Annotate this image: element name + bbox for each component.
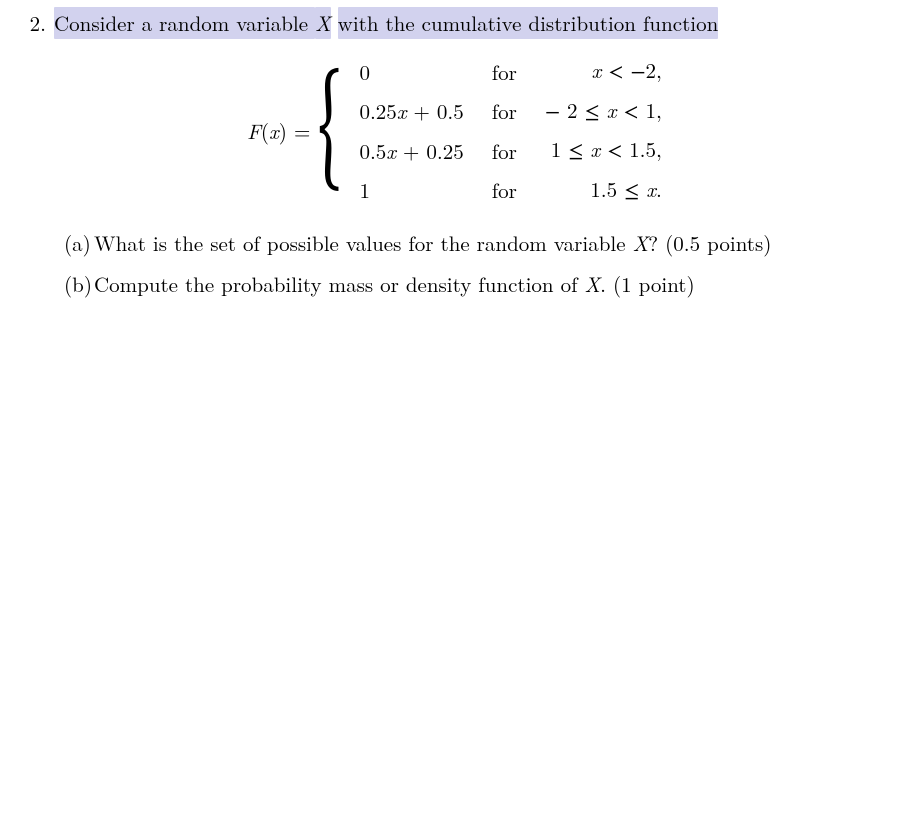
case-expression: 0 — [345, 52, 477, 91]
subpart-label: (a) — [64, 228, 94, 258]
case-row: 1for1.5 ≤ x. — [345, 171, 675, 210]
subparts: (a)What is the set of possible values fo… — [18, 228, 905, 299]
lhs-close: ) = — [279, 116, 311, 146]
equation-block: F(x) = { 0forx < −2,0.25x + 0.5for− 2 ≤ … — [18, 52, 905, 210]
lhs-open: ( — [261, 116, 269, 146]
lhs: F(x) = — [247, 116, 310, 146]
cases-table: 0forx < −2,0.25x + 0.5for− 2 ≤ x < 1,0.5… — [345, 52, 675, 210]
case-condition: x < −2, — [531, 52, 676, 91]
problem-stem: Consider a random variable X with the cu… — [54, 8, 905, 38]
case-condition: − 2 ≤ x < 1, — [531, 92, 676, 131]
case-for: for — [478, 52, 531, 91]
cases-body: 0forx < −2,0.25x + 0.5for− 2 ≤ x < 1,0.5… — [345, 52, 675, 210]
page: 2. Consider a random variable X with the… — [0, 0, 923, 299]
stem-variable-X: X — [315, 7, 331, 39]
left-brace-icon: { — [318, 72, 342, 191]
lhs-F: F — [247, 116, 261, 146]
case-for: for — [478, 131, 531, 170]
case-for: for — [478, 171, 531, 210]
problem-number: 2. — [18, 8, 54, 38]
case-expression: 1 — [345, 171, 477, 210]
case-row: 0.5x + 0.25for1 ≤ x < 1.5, — [345, 131, 675, 170]
stem-gap — [331, 8, 338, 38]
subpart-text: Compute the probability mass or density … — [94, 269, 905, 299]
case-condition: 1.5 ≤ x. — [531, 171, 676, 210]
case-expression: 0.5x + 0.25 — [345, 131, 477, 170]
case-expression: 0.25x + 0.5 — [345, 92, 477, 131]
subpart-row: (b)Compute the probability mass or densi… — [64, 269, 905, 299]
stem-highlight-1: Consider a random variable — [54, 7, 315, 39]
case-row: 0forx < −2, — [345, 52, 675, 91]
problem-row: 2. Consider a random variable X with the… — [18, 8, 905, 38]
case-row: 0.25x + 0.5for− 2 ≤ x < 1, — [345, 92, 675, 131]
case-condition: 1 ≤ x < 1.5, — [531, 131, 676, 170]
stem-highlight-2: with the cumulative distribution functio… — [338, 7, 719, 39]
case-for: for — [478, 92, 531, 131]
subpart-text: What is the set of possible values for t… — [94, 228, 905, 258]
piecewise-function: F(x) = { 0forx < −2,0.25x + 0.5for− 2 ≤ … — [247, 52, 676, 210]
lhs-x: x — [269, 116, 279, 146]
subpart-label: (b) — [64, 269, 94, 299]
subpart-row: (a)What is the set of possible values fo… — [64, 228, 905, 258]
